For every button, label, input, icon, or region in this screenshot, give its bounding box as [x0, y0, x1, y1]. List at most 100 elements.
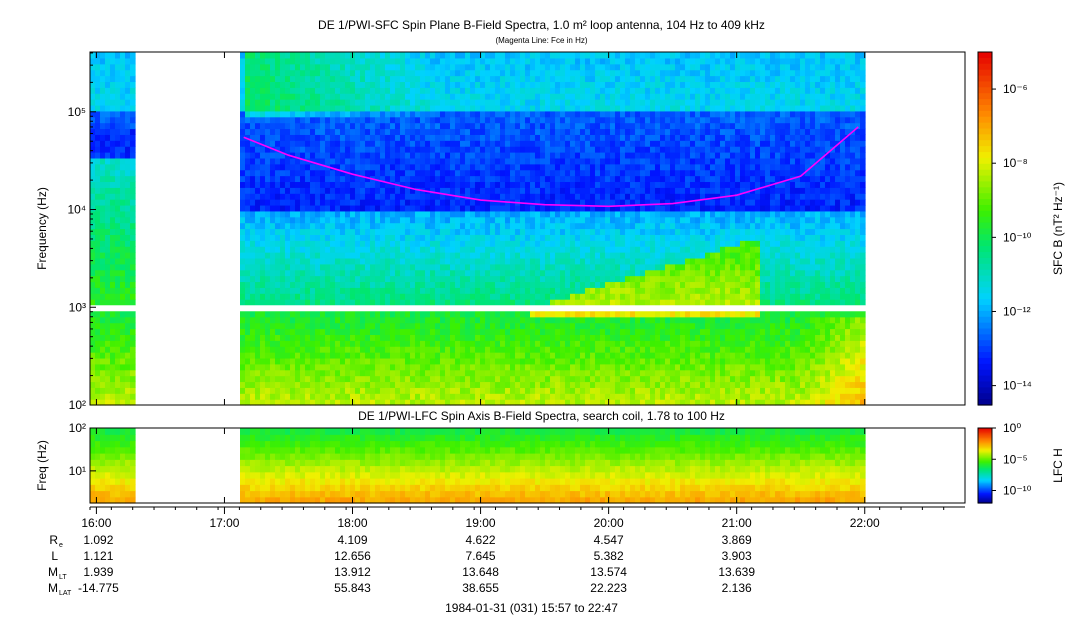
sfc-cell: [390, 122, 396, 130]
sfc-cell: [330, 246, 336, 253]
sfc-cell: [520, 52, 526, 59]
sfc-cell: [310, 334, 316, 341]
sfc-cell: [465, 322, 471, 330]
sfc-cell: [350, 393, 356, 400]
sfc-cell: [350, 69, 356, 77]
sfc-cell: [250, 63, 256, 71]
sfc-cell: [285, 393, 291, 400]
sfc-cell: [530, 63, 536, 71]
sfc-cell: [130, 234, 136, 241]
sfc-cell: [535, 340, 541, 347]
sfc-cell: [330, 199, 336, 206]
sfc-cell: [530, 122, 536, 130]
sfc-cell: [410, 87, 416, 94]
sfc-cell: [600, 346, 606, 353]
sfc-cell: [510, 252, 516, 259]
sfc-cell: [495, 340, 501, 347]
sfc-cell: [335, 116, 341, 124]
sfc-cell: [555, 381, 561, 388]
sfc-cell: [300, 369, 306, 377]
sfc-cell: [255, 52, 261, 59]
sfc-cell: [415, 275, 421, 283]
sfc-cell: [565, 234, 571, 241]
sfc-cell: [290, 346, 296, 353]
sfc-cell: [525, 157, 531, 165]
sfc-cell: [410, 246, 416, 253]
sfc-cell: [420, 269, 426, 277]
sfc-cell: [115, 140, 121, 147]
sfc-cell: [595, 293, 601, 300]
sfc-cell: [385, 234, 391, 241]
sfc-cell: [240, 93, 246, 100]
sfc-cell: [400, 75, 406, 83]
sfc-cell: [480, 181, 486, 188]
sfc-cell: [525, 93, 531, 100]
sfc-cell: [130, 210, 136, 218]
sfc-cell: [540, 299, 546, 306]
sfc-cell: [240, 210, 246, 218]
sfc-cell: [325, 210, 331, 218]
sfc-cell: [365, 334, 371, 341]
sfc-cell: [580, 352, 586, 359]
sfc-cell: [360, 193, 366, 200]
sfc-cell: [380, 81, 386, 88]
sfc-cell: [490, 269, 496, 277]
sfc-cell: [320, 399, 326, 406]
sfc-cell: [240, 175, 246, 183]
sfc-cell: [105, 275, 111, 283]
sfc-cell: [115, 252, 121, 259]
sfc-cell: [590, 146, 596, 153]
sfc-cell: [535, 104, 541, 112]
sfc-cell: [255, 87, 261, 94]
sfc-cell: [95, 352, 101, 359]
sfc-cell: [570, 275, 576, 283]
sfc-cell: [550, 152, 556, 159]
sfc-cell: [330, 63, 336, 71]
sfc-cell: [545, 322, 551, 330]
sfc-cell: [600, 104, 606, 112]
sfc-cell: [120, 57, 126, 65]
sfc-cell: [530, 75, 536, 83]
sfc-cell: [250, 140, 256, 147]
sfc-cell: [280, 287, 286, 294]
sfc-cell: [480, 163, 486, 171]
sfc-cell: [100, 52, 106, 59]
sfc-cell: [565, 299, 571, 306]
sfc-cell: [565, 69, 571, 77]
sfc-cell: [285, 340, 291, 347]
sfc-cell: [530, 275, 536, 283]
sfc-cell: [340, 316, 346, 324]
sfc-cell: [600, 363, 606, 371]
sfc-cell: [460, 140, 466, 147]
sfc-cell: [120, 228, 126, 235]
sfc-cell: [490, 246, 496, 253]
sfc-cell: [590, 104, 596, 112]
sfc-cell: [430, 322, 436, 330]
sfc-cell: [555, 252, 561, 259]
sfc-cell: [525, 263, 531, 271]
sfc-cell: [520, 334, 526, 341]
sfc-cell: [580, 69, 586, 77]
sfc-cell: [410, 116, 416, 124]
sfc-cell: [315, 293, 321, 300]
sfc-cell: [320, 163, 326, 171]
sfc-cell: [525, 210, 531, 218]
sfc-cell: [330, 375, 336, 383]
sfc-cell: [560, 334, 566, 341]
sfc-cell: [385, 381, 391, 388]
sfc-cell: [360, 363, 366, 371]
sfc-cell: [325, 281, 331, 288]
sfc-cell: [105, 363, 111, 371]
sfc-cell: [265, 69, 271, 77]
sfc-cell: [495, 281, 501, 288]
sfc-cell: [455, 287, 461, 294]
sfc-cell: [375, 63, 381, 71]
sfc-cell: [590, 334, 596, 341]
sfc-cell: [530, 204, 536, 212]
sfc-cell: [125, 116, 131, 124]
sfc-cell: [95, 299, 101, 306]
sfc-cell: [370, 293, 376, 300]
sfc-cell: [375, 93, 381, 100]
sfc-cell: [400, 140, 406, 147]
sfc-cell: [495, 87, 501, 94]
